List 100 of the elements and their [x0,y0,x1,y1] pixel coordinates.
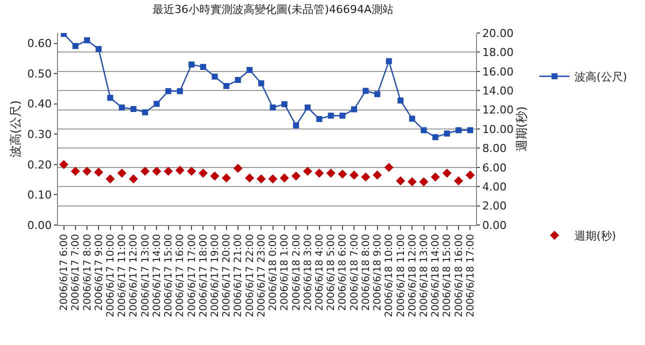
point [188,62,195,68]
point [222,173,231,183]
y2-tick-label: 16.00 [482,65,514,78]
y-tick-label: 0.00 [27,218,52,232]
x-tick-label: 2006/6/18 8:00 [360,234,372,311]
point [466,170,475,180]
point [293,122,300,128]
x-tick-label: 2006/6/18 1:00 [280,234,291,311]
y2-tick-label: 18.00 [482,46,514,60]
point [117,168,126,178]
point [350,170,359,180]
x-tick-label: 2006/6/18 13:00 [419,234,430,318]
x-tick-label: 2006/6/18 11:00 [396,234,407,318]
y2-tick-label: 4.00 [482,180,507,194]
x-tick-label: 2006/6/17 15:00 [164,234,175,318]
point [420,127,427,134]
y2-tick-label: 6.00 [482,161,507,174]
point [281,101,288,108]
x-tick-label: 2006/6/18 12:00 [407,234,418,318]
y2-axis-title: 週期(秒) [514,106,529,152]
x-tick-label: 2006/6/18 16:00 [454,234,465,318]
point [304,104,311,110]
y2-tick-label: 8.00 [482,142,507,156]
point [70,166,80,176]
point [107,94,114,101]
point [200,64,206,70]
point [316,116,322,122]
point [362,88,369,94]
x-tick-label: 2006/6/18 7:00 [349,234,360,311]
x-tick-label: 2006/6/18 0:00 [268,234,280,311]
point [386,58,392,64]
x-tick-label: 2006/6/18 3:00 [302,234,314,311]
point [186,166,196,176]
point [291,171,301,181]
point [409,116,416,122]
point [303,166,312,176]
x-tick-label: 2006/6/17 10:00 [106,234,116,318]
x-tick-label: 2006/6/17 17:00 [186,234,198,318]
x-tick-label: 2006/6/18 5:00 [326,234,338,311]
x-tick-label: 2006/6/18 2:00 [291,234,302,311]
point [176,88,183,94]
y-tick-label: 0.10 [27,188,52,202]
point [233,164,243,173]
point [314,168,324,178]
point [351,106,358,112]
point [326,168,336,178]
point [246,66,253,73]
point [234,76,241,83]
point [198,168,208,178]
point [467,127,474,134]
x-tick-label: 2006/6/17 6:00 [59,234,70,311]
point [140,166,150,176]
point [361,172,370,182]
x-tick-label: 2006/6/18 4:00 [314,234,326,311]
point [72,43,78,50]
point [96,46,102,52]
x-tick-label: 2006/6/17 7:00 [70,234,82,311]
x-tick-label: 2006/6/17 9:00 [94,234,105,311]
point [398,98,404,104]
y2-tick-label: 14.00 [482,84,514,98]
point [339,112,346,119]
y-tick-label: 0.50 [27,67,52,80]
point [396,176,406,186]
legend-label: 週期(秒) [574,230,616,243]
point [59,160,68,170]
point [419,177,428,186]
x-tick-label: 2006/6/17 16:00 [175,234,186,318]
point [154,100,160,107]
y-tick-label: 0.60 [27,37,52,50]
y-tick-label: 0.30 [27,128,52,141]
point [372,170,382,180]
point [258,80,264,86]
point [456,127,462,134]
x-tick-label: 2006/6/17 11:00 [117,234,128,318]
x-tick-label: 2006/6/18 17:00 [465,234,476,318]
x-tick-label: 2006/6/17 12:00 [128,234,140,318]
point [94,168,104,177]
y2-tick-label: 0.00 [482,218,507,232]
y2-tick-label: 12.00 [482,104,514,117]
point [245,173,254,183]
x-tick-label: 2006/6/18 6:00 [338,234,349,311]
point [128,174,138,184]
point [256,174,266,184]
point [432,134,438,140]
point [430,172,440,182]
x-tick-label: 2006/6/18 15:00 [442,234,454,318]
legend-label: 波高(公尺) [574,70,628,84]
point [268,174,278,184]
point [280,173,289,183]
point [164,166,173,176]
point [82,166,92,176]
point [212,74,218,80]
x-tick-label: 2006/6/17 21:00 [233,234,244,318]
point [175,166,184,175]
point [384,162,394,172]
x-tick-label: 2006/6/17 19:00 [210,234,221,318]
x-tick-label: 2006/6/17 14:00 [152,234,163,318]
point [152,166,162,176]
x-tick-label: 2006/6/17 22:00 [244,234,256,318]
chart-title: 最近36小時實測波高變化圖(未品管)46694A測站 [152,2,394,16]
